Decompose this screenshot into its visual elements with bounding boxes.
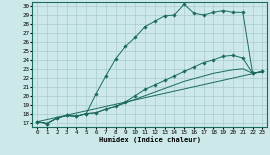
X-axis label: Humidex (Indice chaleur): Humidex (Indice chaleur) [99, 136, 201, 143]
